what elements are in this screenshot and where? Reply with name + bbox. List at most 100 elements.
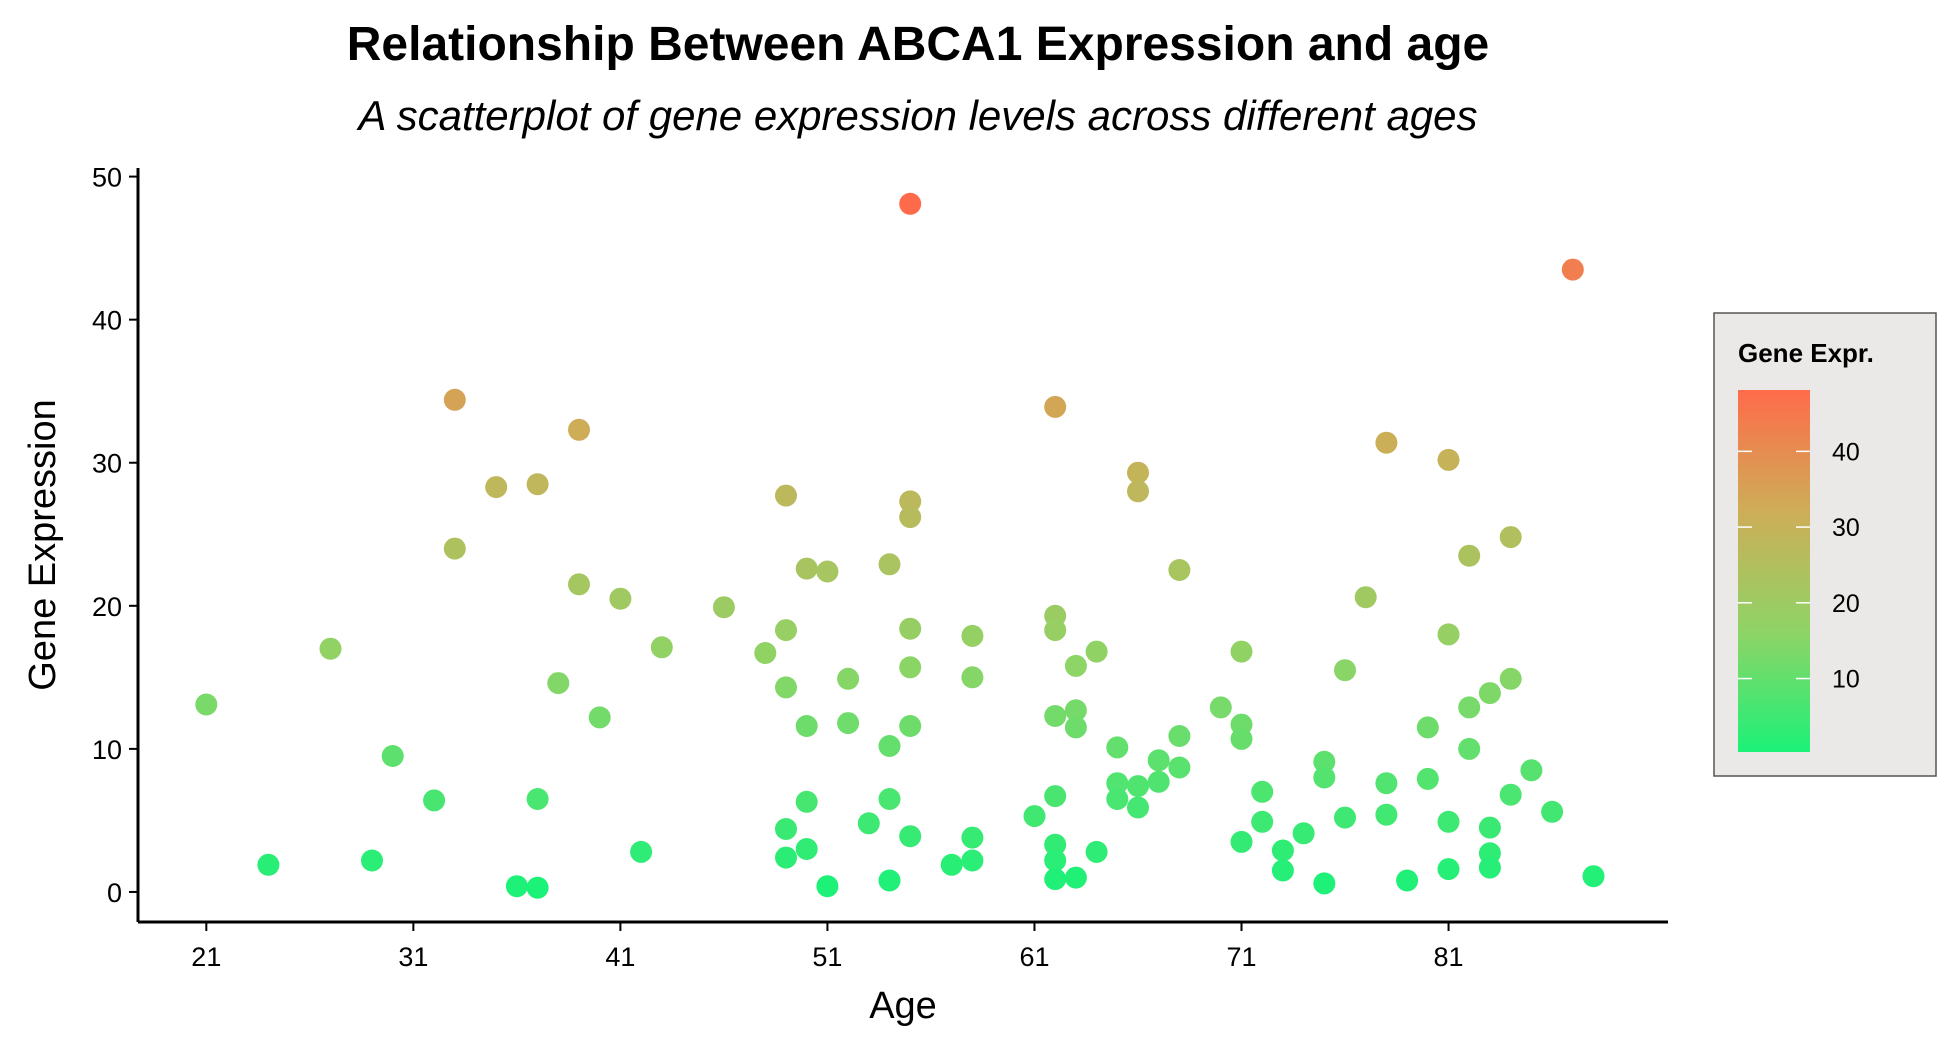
data-point <box>1085 840 1108 863</box>
data-point <box>795 790 818 813</box>
x-tick-label: 61 <box>1019 942 1049 972</box>
data-point <box>1023 805 1046 828</box>
data-point <box>775 619 797 642</box>
data-point <box>775 676 797 699</box>
legend-tick-label: 30 <box>1832 514 1860 542</box>
data-point <box>423 789 446 812</box>
data-point <box>816 560 839 583</box>
data-point <box>899 715 922 737</box>
x-axis-ticks: 21 31 41 51 61 71 81 <box>191 922 1464 972</box>
data-point <box>1085 640 1108 663</box>
data-point <box>961 624 984 647</box>
data-point <box>899 617 922 640</box>
y-axis-title: Gene Expression <box>22 399 64 691</box>
data-point <box>1375 772 1398 795</box>
data-point <box>795 557 818 580</box>
data-point <box>1520 759 1543 782</box>
data-point <box>1106 736 1129 759</box>
data-point <box>1127 480 1149 503</box>
data-point <box>816 875 839 898</box>
data-point <box>1334 659 1356 682</box>
data-point <box>961 666 984 689</box>
data-point <box>1271 839 1294 862</box>
y-tick-label: 0 <box>107 878 122 908</box>
data-point <box>754 642 777 664</box>
data-point <box>1354 586 1377 609</box>
data-point <box>1561 258 1584 281</box>
data-point <box>1127 461 1149 484</box>
data-point <box>837 712 860 735</box>
data-point <box>1416 716 1439 739</box>
data-point <box>1458 696 1481 719</box>
data-point <box>1478 682 1501 705</box>
data-point <box>319 637 342 660</box>
data-point <box>1147 770 1170 793</box>
legend-color-bar <box>1738 390 1810 752</box>
data-point <box>961 826 984 849</box>
y-tick-label: 10 <box>92 735 122 765</box>
data-point <box>1375 431 1398 454</box>
data-point <box>1044 833 1067 856</box>
data-point <box>1106 788 1129 810</box>
data-point <box>775 484 797 507</box>
color-legend: Gene Expr. 10 20 30 40 <box>1713 312 1937 777</box>
data-point <box>1127 796 1149 819</box>
x-tick-label: 41 <box>605 942 635 972</box>
data-point <box>899 490 922 513</box>
data-point <box>1064 654 1087 677</box>
x-tick-label: 31 <box>398 942 428 972</box>
data-point <box>381 745 404 767</box>
data-point <box>1230 640 1253 663</box>
data-point <box>568 418 590 441</box>
data-point <box>361 849 383 872</box>
data-point <box>609 587 632 610</box>
data-point <box>1458 737 1481 760</box>
data-point <box>878 735 901 757</box>
y-axis-ticks: 0 10 20 30 40 50 <box>92 163 138 908</box>
chart-title: Relationship Between ABCA1 Expression an… <box>347 18 1489 71</box>
data-point <box>775 846 797 869</box>
x-tick-label: 81 <box>1434 942 1464 972</box>
data-point <box>1168 725 1191 747</box>
data-point <box>526 788 549 810</box>
data-point <box>1416 767 1439 790</box>
data-point <box>1334 806 1356 829</box>
data-point <box>257 853 280 876</box>
data-point <box>878 869 901 892</box>
x-tick-label: 71 <box>1226 942 1256 972</box>
data-point <box>526 473 549 496</box>
data-point <box>837 667 860 690</box>
data-point <box>1437 623 1460 646</box>
data-points <box>195 192 1605 899</box>
data-point <box>443 388 466 411</box>
data-point <box>1044 785 1067 808</box>
data-point <box>588 706 611 729</box>
legend-tick-label: 40 <box>1832 438 1860 466</box>
data-point <box>1313 766 1336 789</box>
data-point <box>1437 858 1460 881</box>
plot-area: 0 10 20 30 40 50 21 31 41 51 61 71 81 <box>92 163 1668 972</box>
x-tick-label: 21 <box>191 942 221 972</box>
legend-tick-label: 20 <box>1832 590 1860 618</box>
data-point <box>1044 395 1067 418</box>
data-point <box>1064 699 1087 722</box>
data-point <box>899 656 922 679</box>
data-point <box>775 818 797 840</box>
y-tick-label: 30 <box>92 449 122 479</box>
data-point <box>1375 803 1398 826</box>
data-point <box>899 192 922 215</box>
y-tick-label: 50 <box>92 163 122 193</box>
data-point <box>1209 696 1232 719</box>
data-point <box>1106 772 1129 795</box>
data-point <box>1230 830 1253 853</box>
data-point <box>1292 822 1315 845</box>
legend-tick-label: 10 <box>1832 666 1860 694</box>
data-point <box>795 715 818 737</box>
legend-ticks: 10 20 30 40 <box>1738 438 1860 694</box>
data-point <box>1251 780 1274 803</box>
data-point <box>1313 872 1336 895</box>
data-point <box>857 812 880 835</box>
data-point <box>195 693 218 716</box>
data-point <box>485 476 508 499</box>
